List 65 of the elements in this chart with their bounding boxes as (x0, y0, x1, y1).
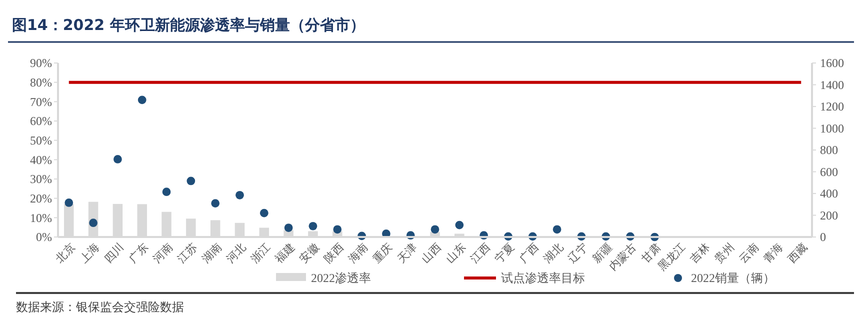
point (333, 225, 342, 234)
x-tick-label: 贵州 (712, 240, 737, 266)
x-tick-label: 上海 (77, 240, 102, 266)
y2-tick-label: 800 (820, 143, 838, 158)
y-tick-label: 40% (30, 152, 52, 167)
x-tick-label: 山东 (444, 240, 468, 266)
x-tick-label: 河南 (150, 240, 176, 266)
point (162, 188, 171, 196)
point (308, 222, 318, 230)
point (260, 208, 268, 218)
x-tick-label: 四川 (102, 240, 127, 266)
y-tick-label: 30% (30, 172, 52, 186)
x-tick-label: 陕西 (322, 241, 346, 266)
x-tick-label: 浙江 (248, 240, 273, 266)
x-tick-label: 吉林 (688, 240, 712, 266)
x-tick-label: 安徽 (297, 240, 322, 266)
point (186, 176, 196, 186)
y2-tick-label: 200 (820, 208, 838, 222)
y-tick-label: 50% (30, 134, 52, 148)
point (455, 220, 464, 230)
point (211, 199, 220, 208)
legend-label: 2022销量（辆） (691, 271, 775, 286)
x-tick-label: 河北 (224, 240, 249, 266)
x-tick-label: 宁夏 (492, 240, 518, 266)
x-tick-label: 天津 (394, 240, 420, 266)
x-tick-label: 湖北 (541, 240, 566, 266)
point (430, 225, 440, 234)
y-tick-label: 20% (30, 192, 52, 206)
source-note: 数据来源：银保监会交强险数据 (16, 300, 184, 314)
x-tick-label: 北京 (52, 240, 78, 266)
x-tick-label: 山西 (419, 240, 444, 266)
y2-tick-label: 1200 (820, 100, 844, 114)
point (236, 190, 244, 200)
y2-tick-label: 1400 (820, 78, 844, 92)
y2-tick-label: 0 (820, 230, 826, 244)
x-tick-label: 江西 (468, 241, 493, 266)
x-tick-label: 福建 (272, 240, 298, 266)
y2-tick-label: 1000 (820, 121, 844, 136)
y-tick-label: 80% (30, 76, 52, 90)
x-tick-label: 广西 (516, 240, 542, 266)
y-tick-label: 60% (30, 114, 52, 128)
y-tick-label: 70% (30, 94, 52, 109)
point (114, 155, 122, 164)
x-tick-label: 广东 (126, 240, 151, 266)
y2-tick-label: 1600 (820, 56, 844, 70)
point (284, 224, 293, 232)
x-tick-label: 云南 (736, 240, 762, 266)
x-tick-label: 重庆 (370, 240, 396, 266)
y-tick-label: 90% (30, 56, 52, 70)
legend-label: 2022渗透率 (311, 271, 371, 286)
x-tick-label: 海南 (346, 240, 371, 266)
x-tick-label: 青海 (760, 240, 786, 266)
chart-title: 图14：2022 年环卫新能源渗透率与销量（分省市） (12, 16, 365, 34)
x-tick-label: 西藏 (785, 240, 810, 266)
y-tick-label: 0% (36, 230, 52, 244)
point (64, 198, 74, 207)
x-tick-label: 江苏 (175, 240, 200, 266)
point (138, 96, 146, 104)
x-tick-label: 辽宁 (566, 240, 590, 266)
y2-tick-label: 400 (820, 186, 838, 201)
x-tick-label: 湖南 (199, 240, 224, 266)
legend-label: 试点渗透率目标 (501, 271, 585, 286)
y-tick-label: 10% (30, 210, 52, 225)
y2-tick-label: 600 (820, 164, 838, 179)
point (552, 225, 562, 234)
